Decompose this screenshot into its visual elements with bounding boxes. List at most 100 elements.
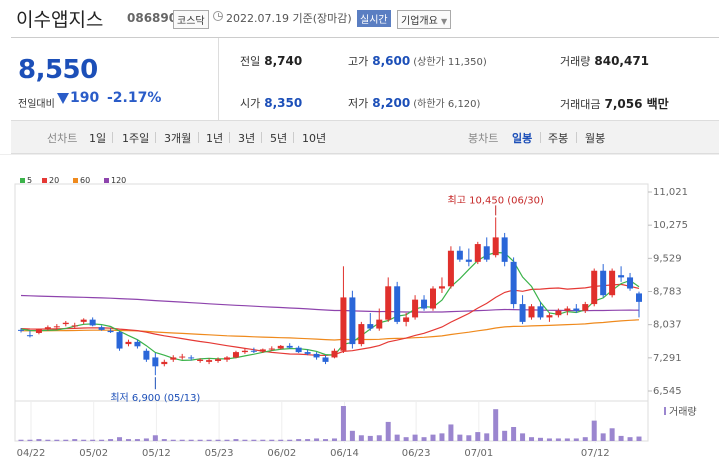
change-value: 190 [70,90,100,106]
candle-body [403,317,410,322]
candle-body [53,326,60,328]
candle-body [206,360,213,362]
volume-bar [376,435,382,441]
tab-1d[interactable]: 1일 [89,132,107,145]
tab-3m[interactable]: 3개월 [164,132,192,145]
legend-swatch [73,178,78,183]
volume-bar [358,435,364,441]
candle-body [197,359,204,361]
realtime-button[interactable]: 실시간 [357,10,391,27]
tab-10y[interactable]: 10년 [302,132,327,145]
volume-legend-label: 거래량 [669,406,697,418]
candle-body [465,259,472,262]
divider [112,132,113,143]
x-tick-label: 05/02 [79,448,108,459]
candle-body [340,297,347,351]
volume-bar [134,439,140,441]
legend-label: 5 [27,176,33,185]
volume-bar [412,434,418,441]
lower-limit: (하한가 6,120) [413,99,481,110]
x-tick-label: 06/14 [330,448,359,459]
candle-body [107,330,114,333]
volume-bar [546,438,552,441]
volume-bar [520,433,526,441]
candlestick-svg: 11,021 10,275 9,529 8,783 8,037 7,291 6,545 04/… [0,153,719,459]
volume-bar [188,439,194,441]
y-tick-label: 11,021 [653,187,688,198]
volume-bar [143,438,149,441]
quote-panel: 8,550 전일대비 190 -2.17% 전일 8,740 고가 8,600 (상한… [11,37,719,121]
candle-body [313,353,320,358]
candle-body [161,361,168,365]
line-chart-label: 선차트 [47,132,78,145]
tab-1y[interactable]: 1년 [206,132,224,145]
candle-body [18,329,24,331]
tab-3y[interactable]: 3년 [238,132,256,145]
open-value: 8,350 [264,96,303,110]
volume-bar [36,439,42,441]
candle-body [537,306,544,318]
change-rate: -2.17% [107,90,162,106]
volume-bar [45,439,51,441]
tab-1w[interactable]: 1주일 [122,132,150,145]
candle-body [44,327,51,330]
candle-body [412,299,419,318]
volume-bar [197,439,203,441]
candle-body [636,293,642,302]
volume-bar [152,435,158,441]
divider [576,132,577,143]
legend-swatch [20,178,25,183]
volume-frame [14,400,649,442]
company-overview-dropdown[interactable]: 기업개요 ▼ [397,10,452,29]
candle-body [80,319,87,322]
volume-bar [439,433,445,441]
amount-cell: 거래대금 7,056 백만 [560,95,669,112]
volume-bar [502,430,508,441]
candle-body [250,350,257,352]
low-cell: 저가 8,200 (하한가 6,120) [348,95,480,111]
volume-bar [242,439,248,441]
volume-bar [99,439,105,441]
volume-bar [564,438,570,441]
ma120-line [20,294,640,313]
candle-body [215,359,222,361]
volume-bar [636,436,642,441]
candle-body [582,304,589,311]
volume-bar [600,433,606,441]
candle-body [322,357,329,362]
y-tick-label: 6,545 [653,386,682,397]
volume-bar [18,439,24,441]
candle-body [295,347,302,353]
volume-bar [591,420,597,441]
divider [155,132,156,143]
divider [261,132,262,143]
tab-weekly[interactable]: 주봉 [548,132,569,145]
volume-bar [54,439,60,441]
current-price: 8,550 [18,55,98,85]
y-tick-label: 8,783 [653,287,682,298]
tab-monthly[interactable]: 월봉 [585,132,606,145]
prev-close-value: 8,740 [264,54,303,68]
legend-swatch [42,178,47,183]
divider [540,132,541,143]
volume-label: 거래량 [560,55,591,68]
tab-daily[interactable]: 일봉 [512,132,533,145]
ma60-line [21,319,640,341]
volume-value: 840,471 [594,54,650,68]
candle-body [277,345,284,349]
volume-bar [305,439,311,441]
candle-body [241,350,248,353]
ma20-line [20,283,640,357]
low-value: 8,200 [372,96,411,110]
period-tabs: 선차트 1일 1주일 3개월 1년 3년 5년 10년 봉차트 일봉 주봉 월봉 [11,121,719,154]
legend-ma60: 60 [73,176,90,185]
stock-name: 이수앱지스 [16,9,104,31]
candle-body [394,286,401,322]
tab-5y[interactable]: 5년 [270,132,288,145]
low-annotation: 최저 6,900 (05/13) [110,392,200,404]
price-chart[interactable]: 5 20 60 120 11,021 10,275 9,529 8,783 8,037 7… [0,153,719,464]
x-tick-label: 07/12 [581,448,610,459]
volume-bar [27,439,33,441]
y-tick-label: 8,037 [653,320,682,331]
volume-bar [448,424,454,441]
